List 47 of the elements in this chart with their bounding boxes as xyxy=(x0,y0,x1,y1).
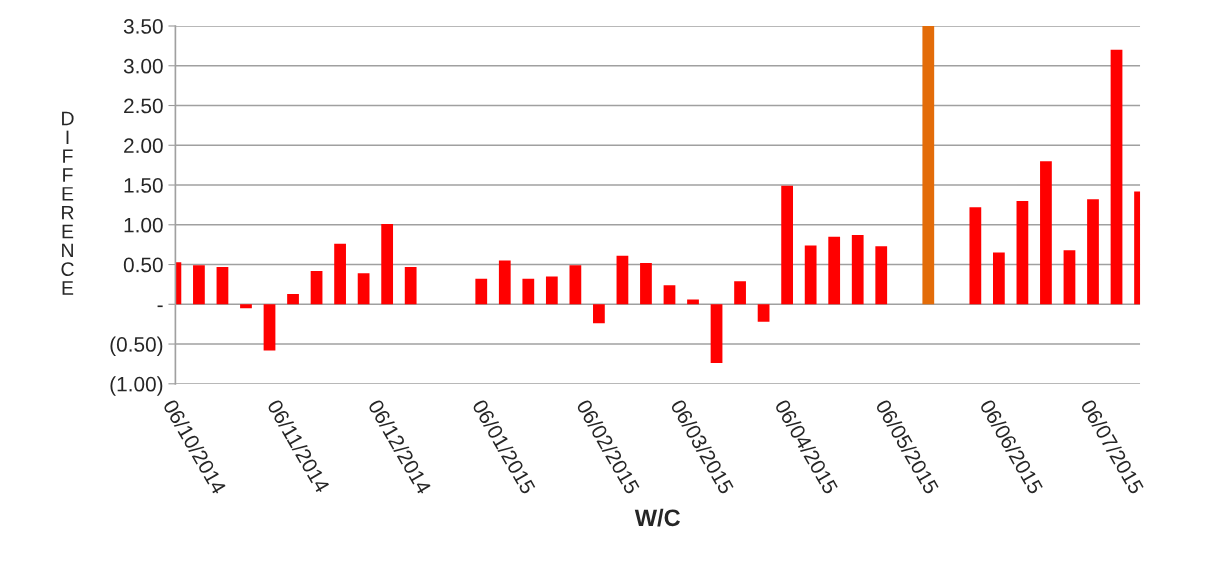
bar xyxy=(640,262,652,305)
bar xyxy=(851,235,864,305)
bar xyxy=(757,304,770,322)
y-tick-label: 2.50 xyxy=(124,98,163,114)
bar xyxy=(616,255,629,305)
bar xyxy=(545,276,558,305)
y-tick-label: 0.50 xyxy=(123,257,163,273)
y-tick-label: (0.50) xyxy=(110,336,163,356)
bar xyxy=(404,266,417,305)
y-tick-label: 2.00 xyxy=(124,138,163,154)
bar xyxy=(1087,199,1099,305)
y-tick-label: - xyxy=(157,305,163,308)
bar xyxy=(310,270,323,305)
bar xyxy=(569,265,582,305)
y-tick-label: 3.00 xyxy=(123,58,163,74)
bar xyxy=(287,293,299,305)
bar xyxy=(193,265,205,305)
bar xyxy=(593,304,605,324)
bar xyxy=(969,207,982,305)
bar xyxy=(381,223,394,305)
bar xyxy=(922,26,935,305)
text: DIFFERENCE xyxy=(61,111,74,295)
bar xyxy=(804,245,817,305)
bar xyxy=(1040,161,1052,305)
bar xyxy=(240,304,252,309)
y-tick-label: 1.00 xyxy=(124,217,163,233)
bar xyxy=(1110,49,1123,305)
bar xyxy=(1063,250,1076,305)
y-tick-label: (1.00) xyxy=(110,376,163,396)
bar xyxy=(710,304,723,364)
bar xyxy=(875,246,888,305)
bar xyxy=(734,281,746,305)
bar xyxy=(475,278,488,305)
bar xyxy=(828,236,841,305)
bar xyxy=(781,185,794,305)
y-tick-label: 3.50 xyxy=(123,19,163,34)
x-axis-title: W/C xyxy=(634,508,681,527)
bar xyxy=(1016,200,1029,305)
bar xyxy=(663,285,676,305)
bar xyxy=(357,273,370,305)
bar xyxy=(993,252,1005,305)
bar xyxy=(498,260,511,305)
bar xyxy=(522,278,535,305)
bar xyxy=(216,266,229,305)
y-tick-label: 1.50 xyxy=(124,178,163,193)
bar xyxy=(334,243,346,305)
bar xyxy=(263,304,276,351)
